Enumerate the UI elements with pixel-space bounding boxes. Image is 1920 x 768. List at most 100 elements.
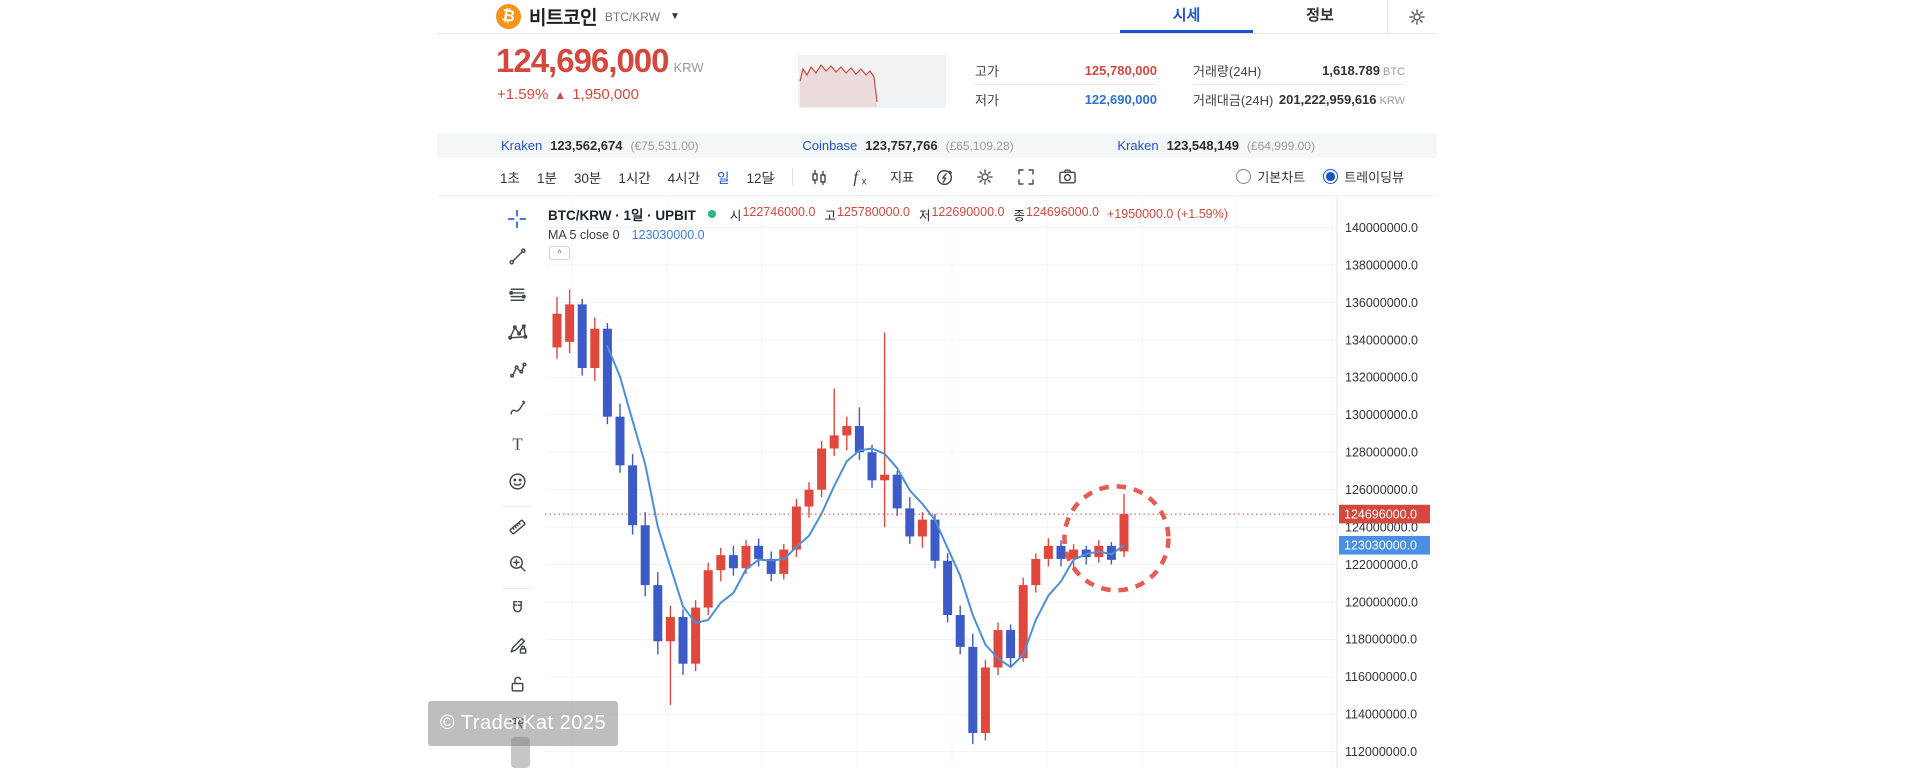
up-arrow-icon: ▲ [554, 87, 567, 102]
svg-text:122000000.0: 122000000.0 [1345, 558, 1418, 572]
tab-info[interactable]: 정보 [1306, 7, 1334, 24]
forecast-tool-button[interactable] [494, 353, 540, 391]
ruler-tool-button[interactable] [494, 510, 540, 548]
legend-collapse-button[interactable]: ^ [549, 246, 570, 260]
stat-label: 거래대금(24H) [1193, 93, 1274, 108]
candlestick-chart[interactable]: 112000000.0 114000000.0 116000000.0 1180000… [437, 196, 1437, 768]
interval-button[interactable]: 1초 [500, 170, 520, 186]
trend-line-tool-button[interactable] [494, 241, 540, 279]
magnet-icon [507, 598, 528, 624]
trend-line-icon [507, 246, 528, 272]
text-tool-icon: T [507, 434, 528, 460]
svg-text:124000000.0: 124000000.0 [1345, 520, 1418, 534]
chevron-down-icon[interactable]: ▼ [670, 11, 680, 22]
exchange-price: 123,757,766 [865, 138, 938, 153]
svg-text:124696000.0: 124696000.0 [1344, 507, 1417, 521]
ohlc-value: 122746000.0 [742, 204, 816, 219]
toolbar-group-divider [502, 588, 532, 589]
svg-text:118000000.0: 118000000.0 [1345, 633, 1417, 647]
exchange-link[interactable]: Coinbase [802, 138, 858, 153]
coin-header-bar: ₿ 비트코인 BTC/KRW ▼ 시세 정보 [437, 0, 1437, 34]
zoom-in-tool-button[interactable] [494, 548, 540, 586]
ruler-icon [507, 516, 528, 542]
unlock-icon [507, 673, 528, 699]
ohlc-value: 122690000.0 [931, 204, 1005, 219]
unlock-tool-button[interactable] [494, 667, 540, 705]
change-percent: +1.59% [497, 86, 549, 103]
exchange-price: 123,562,674 [550, 138, 623, 153]
interval-caret-icon[interactable]: ⌄ [767, 171, 778, 183]
indicator-button[interactable]: 지표 [890, 170, 915, 185]
ticker-item: Coinbase 123,757,766 (£65,109.28) [802, 138, 1013, 153]
svg-text:126000000.0: 126000000.0 [1345, 483, 1418, 497]
candle-style-button[interactable] [808, 166, 830, 188]
chart-view-option[interactable]: 트레이딩뷰 [1323, 167, 1404, 186]
radio-icon[interactable] [1236, 169, 1252, 184]
legend-change: +1950000.0 (+1.59%) [1106, 207, 1228, 221]
svg-text:114000000.0: 114000000.0 [1345, 708, 1417, 722]
svg-text:112000000.0: 112000000.0 [1345, 745, 1417, 759]
brush-icon [507, 396, 528, 422]
fullscreen-button[interactable] [1015, 166, 1037, 188]
magnet-tool-button[interactable] [494, 592, 540, 630]
stat-value: 122,690,000 [1084, 92, 1157, 107]
emoji-tool-button[interactable] [494, 466, 540, 504]
ticker-item: Kraken 123,562,674 (€75,531.00) [501, 138, 699, 153]
crosshair-icon [506, 208, 528, 235]
stat-label: 저가 [975, 93, 999, 108]
watermark: © TraderKat 2025 [428, 701, 618, 746]
stat-row: 고가 125,780,000 [975, 56, 1157, 85]
draw-lock-tool-button[interactable] [494, 630, 540, 668]
svg-text:120000000.0: 120000000.0 [1345, 595, 1418, 609]
xabcd-pattern-icon [507, 321, 528, 347]
converted-price: (£64,999.00) [1246, 139, 1315, 153]
price-change: +1.59% ▲ 1,950,000 [497, 86, 639, 103]
svg-text:128000000.0: 128000000.0 [1345, 446, 1418, 460]
interval-button[interactable]: 30분 [573, 170, 602, 186]
svg-text:130000000.0: 130000000.0 [1345, 408, 1418, 422]
screenshot-button[interactable] [1056, 166, 1078, 188]
alarm-clock-button[interactable] [933, 166, 955, 188]
bitcoin-logo-icon: ₿ [494, 2, 523, 31]
stat-unit: BTC [1383, 65, 1405, 78]
svg-text:x: x [862, 176, 867, 187]
crosshair-tool-button[interactable] [494, 203, 540, 241]
exchange-link[interactable]: Kraken [1117, 138, 1159, 153]
interval-button[interactable]: 1시간 [618, 170, 651, 186]
interval-button[interactable]: 1분 [536, 170, 557, 186]
stat-unit: KRW [1379, 95, 1405, 107]
ohlc-label: 고 [824, 208, 836, 223]
interval-button[interactable]: 4시간 [667, 170, 701, 186]
brush-tool-button[interactable] [494, 391, 540, 429]
draw-lock-icon [507, 635, 528, 661]
fib-retracement-tool-button[interactable] [494, 278, 540, 316]
market-status-dot [707, 210, 716, 218]
drawing-toolbar: T [494, 203, 540, 742]
interval-button[interactable]: 일 [717, 170, 730, 186]
svg-text:138000000.0: 138000000.0 [1345, 258, 1418, 272]
tab-sise[interactable]: 시세 [1120, 0, 1253, 33]
ohlc-pair: 시 122746000.0 [730, 205, 816, 224]
chart-settings-button[interactable] [974, 166, 996, 188]
svg-text:132000000.0: 132000000.0 [1345, 371, 1418, 385]
svg-text:140000000.0: 140000000.0 [1345, 221, 1418, 235]
svg-text:f: f [854, 167, 861, 186]
interval-button[interactable]: 12달 [746, 170, 774, 186]
converted-price: (€75,531.00) [630, 139, 699, 153]
radio-selected-icon[interactable] [1323, 169, 1339, 184]
xabcd-pattern-tool-button[interactable] [494, 316, 540, 354]
current-price: 124,696,000 [496, 42, 670, 79]
ohlc-pair: 고 125780000.0 [824, 205, 910, 224]
coin-name: 비트코인 [529, 8, 597, 29]
settings-icon[interactable] [1397, 0, 1437, 33]
svg-text:134000000.0: 134000000.0 [1345, 333, 1418, 347]
text-tool-tool-button[interactable]: T [494, 428, 540, 466]
coin-selector[interactable]: ₿ 비트코인 BTC/KRW ▼ [494, 0, 680, 33]
change-amount: 1,950,000 [572, 86, 639, 103]
ohlc-label: 저 [918, 208, 931, 223]
chart-view-option[interactable]: 기본차트 [1236, 167, 1305, 186]
exchange-link[interactable]: Kraken [501, 138, 543, 153]
emoji-icon [507, 471, 528, 497]
